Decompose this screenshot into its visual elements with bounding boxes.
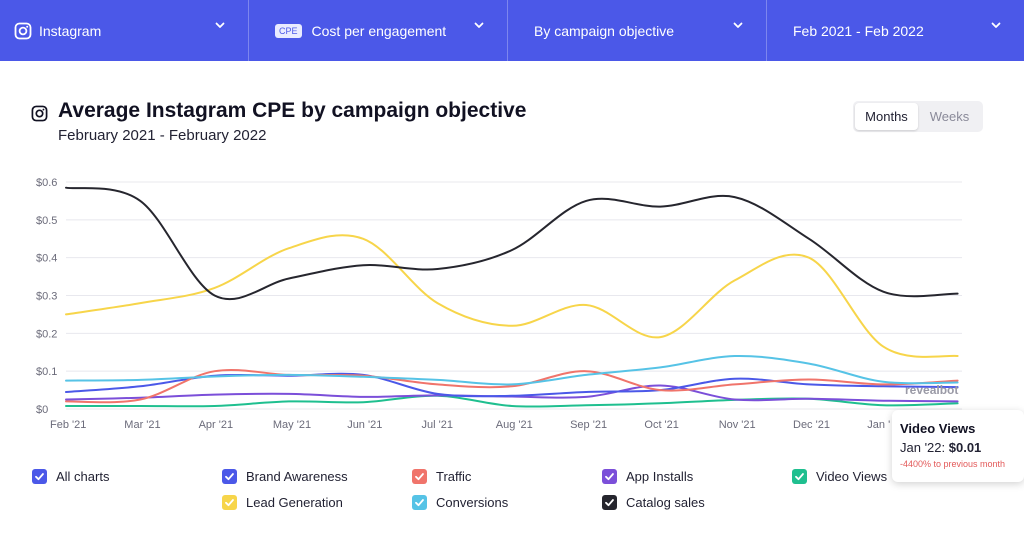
- x-tick-label: Feb '21: [50, 419, 86, 431]
- checkbox-checked-icon[interactable]: [792, 469, 807, 484]
- date-range-label: Feb 2021 - Feb 2022: [793, 22, 924, 39]
- legend-label: Catalog sales: [626, 495, 705, 510]
- x-tick-label: Sep '21: [570, 419, 607, 431]
- tooltip-change: -4400% to previous month: [900, 459, 1006, 469]
- chart-series: [65, 186, 959, 408]
- instagram-icon: [31, 105, 48, 122]
- series-line-catalog-sales[interactable]: [65, 186, 959, 301]
- legend-label: Conversions: [436, 495, 509, 510]
- legend-video-views[interactable]: Video Views: [792, 469, 887, 484]
- y-tick-label: $0.4: [36, 253, 57, 265]
- x-tick-label: Aug '21: [496, 419, 533, 431]
- x-tick-label: Jun '21: [347, 419, 382, 431]
- x-tick-label: Jul '21: [422, 419, 453, 431]
- x-tick-label: Mar '21: [124, 419, 160, 431]
- legend-conversions[interactable]: Conversions: [412, 495, 508, 510]
- x-tick-label: Dec '21: [793, 419, 830, 431]
- period-toggle: Months Weeks: [853, 101, 983, 132]
- legend-label: Video Views: [816, 469, 888, 484]
- series-line-conversions[interactable]: [65, 354, 959, 386]
- legend-label: App Installs: [626, 469, 694, 484]
- tooltip-date: Jan '22:: [900, 440, 949, 455]
- revealbot-watermark: revealbot: [905, 383, 958, 397]
- chevron-down-icon: [474, 22, 484, 28]
- checkbox-checked-icon[interactable]: [32, 469, 47, 484]
- line-chart: $0 $0.1 $0.2 $0.3 $0.4 $0.5 $0.6 Feb '21 Mar '2…: [36, 177, 962, 431]
- chevron-down-icon: [733, 22, 743, 28]
- instagram-icon: [14, 22, 32, 39]
- legend-brand-awareness[interactable]: Brand Awareness: [222, 469, 348, 484]
- chart-tooltip: Video Views Jan '22: $0.01 -4400% to pre…: [892, 410, 1024, 482]
- chevron-down-icon: [991, 22, 1001, 28]
- months-toggle-button[interactable]: Months: [855, 103, 918, 130]
- platform-dropdown[interactable]: Instagram: [0, 0, 248, 61]
- chart-subtitle: February 2021 - February 2022: [58, 127, 267, 144]
- x-tick-label: Apr '21: [199, 419, 234, 431]
- metric-badge: CPE: [275, 23, 302, 38]
- y-tick-label: $0.5: [36, 215, 57, 227]
- y-axis-ticks: $0 $0.1 $0.2 $0.3 $0.4 $0.5 $0.6: [36, 177, 57, 416]
- x-tick-label: Jan ': [867, 419, 890, 431]
- y-tick-label: $0.3: [36, 291, 57, 303]
- chart-title: Average Instagram CPE by campaign object…: [58, 99, 527, 122]
- chevron-down-icon: [215, 22, 225, 28]
- tooltip-value: $0.01: [948, 440, 982, 455]
- legend-traffic[interactable]: Traffic: [412, 469, 471, 484]
- series-line-app-installs[interactable]: [65, 384, 959, 403]
- platform-label: Instagram: [39, 22, 102, 39]
- legend-app-installs[interactable]: App Installs: [602, 469, 693, 484]
- date-range-dropdown[interactable]: Feb 2021 - Feb 2022: [766, 0, 1024, 61]
- x-tick-label: May '21: [273, 419, 311, 431]
- series-line-lead-generation[interactable]: [65, 234, 959, 358]
- checkbox-checked-icon[interactable]: [602, 495, 617, 510]
- checkbox-checked-icon[interactable]: [412, 495, 427, 510]
- series-line-traffic[interactable]: [65, 368, 959, 404]
- checkbox-checked-icon[interactable]: [602, 469, 617, 484]
- legend-label: Brand Awareness: [246, 469, 348, 484]
- legend-label: Traffic: [436, 469, 472, 484]
- y-tick-label: $0.1: [36, 366, 57, 378]
- tooltip-series-name: Video Views: [900, 421, 976, 436]
- legend-label: Lead Generation: [246, 495, 343, 510]
- grouping-label: By campaign objective: [534, 22, 675, 39]
- metric-label: Cost per engagement: [311, 22, 447, 39]
- metric-dropdown[interactable]: CPE Cost per engagement: [248, 0, 507, 61]
- legend-catalog-sales[interactable]: Catalog sales: [602, 495, 705, 510]
- x-tick-label: Oct '21: [644, 419, 679, 431]
- y-tick-label: $0.2: [36, 328, 57, 340]
- y-tick-label: $0: [36, 404, 48, 416]
- checkbox-checked-icon[interactable]: [412, 469, 427, 484]
- legend-label: All charts: [56, 469, 110, 484]
- weeks-toggle-button[interactable]: Weeks: [929, 109, 970, 124]
- grouping-dropdown[interactable]: By campaign objective: [507, 0, 766, 61]
- y-tick-label: $0.6: [36, 177, 57, 189]
- legend-lead-generation[interactable]: Lead Generation: [222, 495, 343, 510]
- x-axis-ticks: Feb '21 Mar '21 Apr '21 May '21 Jun '21 Jul '…: [50, 419, 890, 431]
- checkbox-checked-icon[interactable]: [222, 495, 237, 510]
- filter-bar: Instagram CPE Cost per engagement By cam…: [0, 0, 1024, 61]
- checkbox-checked-icon[interactable]: [222, 469, 237, 484]
- tooltip-value-line: Jan '22: $0.01: [900, 440, 1016, 455]
- legend-all-charts[interactable]: All charts: [32, 469, 109, 484]
- x-tick-label: Nov '21: [719, 419, 756, 431]
